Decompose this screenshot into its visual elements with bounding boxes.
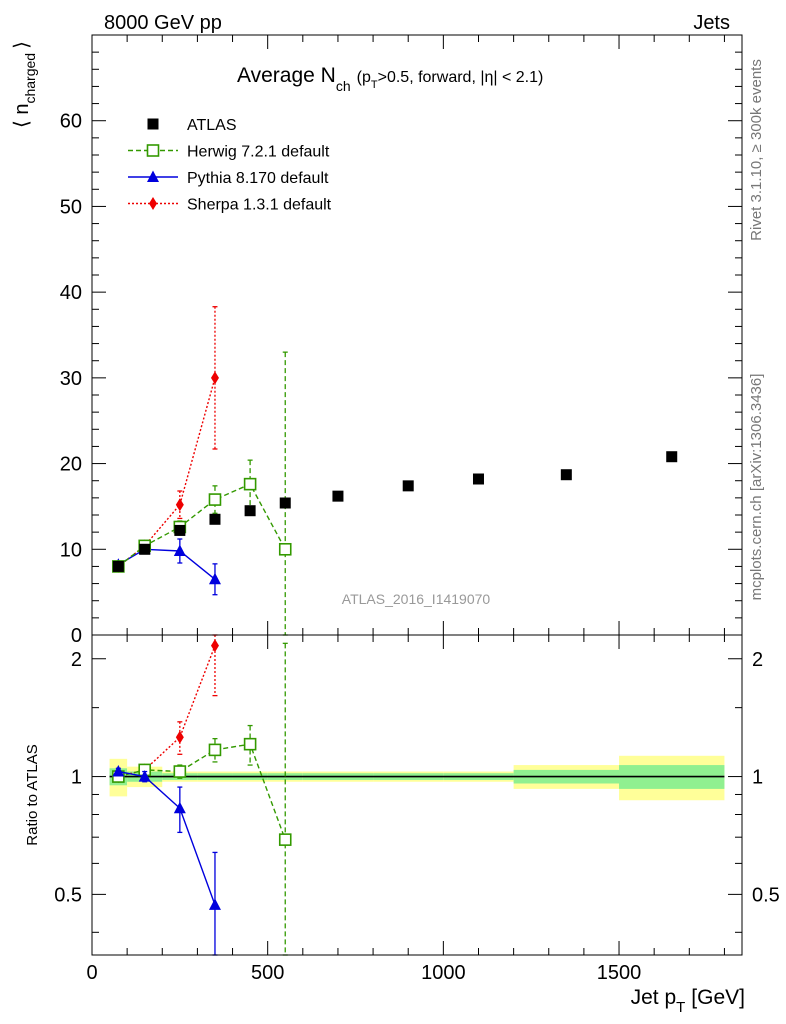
watermark: ATLAS_2016_I1419070 [342, 591, 491, 607]
main-ticks: 0 10 20 30 40 50 60 [60, 35, 742, 647]
main-title-main: Average N [237, 64, 336, 87]
legend-marker-atlas [147, 118, 159, 130]
side-label-rivet: Rivet 3.1.10, ≥ 300k events [748, 59, 765, 241]
x-axis-label: Jet pT [GeV] [631, 986, 745, 1016]
ratio-ytick-label-right: 1 [752, 767, 763, 789]
main-sherpa-point [210, 371, 219, 385]
ratio-pythia-point [138, 770, 151, 782]
ratio-ytick-label-right: 0.5 [752, 884, 780, 906]
legend-marker-sherpa [149, 197, 157, 210]
ratio-sherpa-line [118, 645, 216, 778]
ratio-herwig-point [278, 833, 292, 846]
ratio-herwig-point [243, 737, 257, 751]
main-ylabel-sub: charged [22, 53, 38, 104]
main-ytick-label: 10 [60, 539, 82, 561]
main-sherpa-line [117, 377, 216, 567]
main-atlas-point [244, 505, 256, 517]
x-tick-label: 500 [251, 962, 284, 984]
main-ylabel-end: ⟩ [11, 41, 33, 49]
x-axis-label-sub: T [676, 999, 685, 1016]
ratio-sherpa-point [175, 730, 184, 744]
main-atlas-point [139, 543, 151, 555]
legend: ATLAS Herwig 7.2.1 default Pythia 8.170 de… [128, 117, 332, 214]
ratio-herwig-point [208, 743, 222, 757]
header-right: Jets [693, 12, 730, 34]
ratio-reference-band [109, 755, 725, 801]
legend-label-sherpa: Sherpa 1.3.1 default [187, 197, 332, 214]
main-atlas-point [402, 480, 414, 492]
ratio-ticks: 0.5 0.5 1 1 2 2 0 500 1000 1500 [54, 635, 780, 984]
main-atlas-point [174, 524, 186, 536]
ratio-ytick-label: 0.5 [54, 884, 82, 906]
main-atlas-point [209, 513, 221, 525]
header-left: 8000 GeV pp [104, 12, 222, 34]
main-panel: 0 10 20 30 40 50 60 Average Nch (pT>0.5, forwar… [11, 34, 743, 647]
ratio-pythia-point [208, 898, 221, 910]
main-atlas-point [279, 497, 291, 509]
main-ytick-label: 50 [60, 196, 82, 218]
main-title: Average Nch (pT>0.5, forward, |η| < 2.1) [237, 64, 543, 94]
ratio-pythia-line [118, 770, 216, 906]
x-tick-label: 1000 [421, 962, 466, 984]
x-tick-label: 0 [86, 962, 97, 984]
main-ytick-label: 0 [71, 625, 82, 647]
main-atlas-point [472, 473, 484, 485]
main-title-rest: (p [357, 69, 371, 86]
main-herwig-point [208, 493, 222, 506]
legend-label-atlas: ATLAS [187, 117, 237, 134]
main-ytick-label: 20 [60, 454, 82, 476]
main-atlas-point [560, 469, 572, 481]
main-ytick-label: 60 [60, 111, 82, 133]
main-ylabel-start: ⟨ n [11, 104, 33, 128]
main-marks [112, 306, 678, 636]
main-pythia-point [208, 572, 221, 585]
main-atlas-point [112, 560, 124, 572]
main-ylabel: ⟨ ncharged ⟩ [11, 41, 38, 128]
ratio-herwig-point [173, 765, 187, 778]
main-herwig-point [243, 477, 257, 491]
main-pythia-point [173, 544, 186, 556]
ratio-panel: 0.5 0.5 1 1 2 2 0 500 1000 1500 Ratio to ATLAS Je… [24, 634, 780, 1016]
main-title-rest-sub: T [371, 79, 378, 91]
ratio-ylabel: Ratio to ATLAS [24, 744, 41, 845]
main-title-sub: ch [336, 78, 351, 94]
main-atlas-point [666, 451, 678, 463]
main-title-rest2: >0.5, forward, |η| < 2.1) [378, 69, 544, 86]
ratio-ytick-label: 2 [71, 649, 82, 671]
legend-marker-pythia [147, 170, 159, 182]
ratio-sherpa-point [210, 639, 219, 653]
x-axis-label-start: Jet p [631, 986, 677, 1009]
main-ytick-label: 40 [60, 282, 82, 304]
main-atlas-point [332, 490, 344, 502]
ratio-plot-frame [91, 634, 743, 956]
main-ytick-label: 30 [60, 368, 82, 390]
ratio-marks [112, 634, 292, 956]
side-label-mcplots: mcplots.cern.ch [arXiv:1306.3436] [748, 374, 765, 601]
ratio-pythia-point [173, 801, 186, 814]
ratio-ytick-label: 1 [71, 767, 82, 789]
ratio-pythia-point [112, 765, 125, 777]
x-axis-label-end: [GeV] [691, 986, 745, 1009]
ratio-herwig-line [118, 743, 286, 840]
legend-label-herwig: Herwig 7.2.1 default [187, 144, 330, 161]
legend-label-pythia: Pythia 8.170 default [187, 170, 329, 187]
main-pythia-line [117, 548, 216, 580]
main-sherpa-point [175, 498, 184, 512]
main-herwig-point [278, 542, 292, 556]
ratio-ytick-label-right: 2 [752, 649, 763, 671]
legend-marker-herwig [146, 144, 160, 157]
x-tick-label: 1500 [597, 962, 642, 984]
